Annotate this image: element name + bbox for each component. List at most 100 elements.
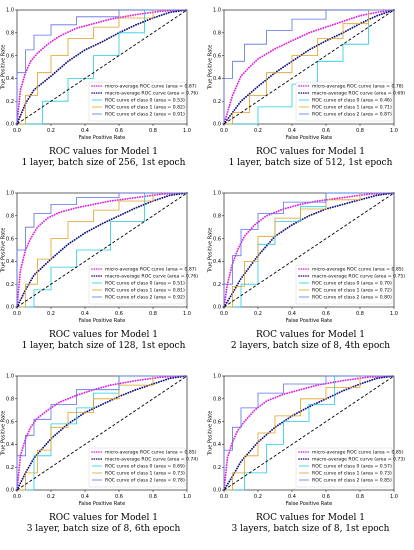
chart-title: ROC values for Model 1 bbox=[49, 330, 158, 340]
legend-entry: ROC curve of class 0 (area = 0.70) bbox=[312, 281, 392, 287]
chart-subtitle: 1 layer, batch size of 256, 1st epoch bbox=[21, 158, 186, 168]
y-tick-label: 1.0 bbox=[6, 191, 14, 197]
series-line-2 bbox=[16, 192, 188, 308]
legend-entry: ROC curve of class 1 (area = 0.82) bbox=[105, 105, 185, 111]
legend-box bbox=[88, 81, 186, 122]
legend-box bbox=[88, 447, 186, 488]
x-tick-label: 0.0 bbox=[13, 494, 21, 500]
legend-entry: ROC curve of class 2 (area = 0.92) bbox=[105, 295, 185, 301]
chart-subtitle: 1 layer, batch size of 512, 1st epoch bbox=[228, 158, 393, 168]
y-tick-label: 1.0 bbox=[6, 374, 14, 380]
y-tick-label: 0.4 bbox=[213, 259, 221, 265]
diagonal-reference-line bbox=[16, 375, 188, 491]
roc-panel-4: 0.0 0.0 0.2 0.2 0.4 0.4 0.6 0.6 0.8 0.8 1.0 1.0 Fals… bbox=[207, 183, 414, 366]
series-line-4 bbox=[17, 192, 187, 308]
legend-entry: ROC curve of class 2 (area = 0.91) bbox=[105, 112, 185, 118]
y-tick-label: 0.2 bbox=[213, 282, 221, 288]
series-line-3 bbox=[224, 375, 394, 491]
roc-chart-4: 0.00.0 0.2 0.2 0.4 0.4 0.6 0.6 0.8 0.8 1.0 1.0 Fals… bbox=[208, 191, 406, 324]
diagonal-reference-line bbox=[16, 9, 188, 125]
y-tick-label: 1.0 bbox=[213, 8, 221, 14]
chart-title: ROC values for Model 1 bbox=[49, 147, 158, 157]
legend-entry: macro-average ROC curve (area = 0.74) bbox=[105, 457, 198, 463]
x-axis-label: False Positive Rate bbox=[79, 318, 125, 324]
legend-entry: ROC curve of class 1 (area = 0.73) bbox=[312, 471, 392, 477]
y-tick-label: 0.2 bbox=[213, 465, 221, 471]
x-tick-label: 1.0 bbox=[183, 128, 191, 134]
legend-box bbox=[295, 264, 393, 305]
legend-entry: macro-average ROC curve (area = 0.69) bbox=[312, 91, 405, 97]
x-tick-label: 0.8 bbox=[356, 494, 364, 500]
x-tick-label: 0.4 bbox=[81, 494, 89, 500]
legend-entry: ROC curve of class 2 (area = 0.78) bbox=[105, 478, 185, 484]
series-line-5 bbox=[16, 192, 187, 307]
x-tick-label: 0.8 bbox=[149, 494, 157, 500]
y-tick-label: 0.2 bbox=[213, 99, 221, 105]
y-tick-label: 0.6 bbox=[6, 53, 14, 59]
x-tick-label: 0.6 bbox=[115, 494, 123, 500]
x-tick-label: 0.0 bbox=[13, 311, 21, 317]
x-tick-label: 0.4 bbox=[288, 311, 296, 317]
y-tick-label: 0.4 bbox=[6, 259, 14, 265]
x-tick-label: 1.0 bbox=[390, 494, 398, 500]
x-tick-label: 0.8 bbox=[149, 128, 157, 134]
x-tick-label: 0.0 bbox=[220, 128, 228, 134]
roc-chart-6: 0.00.0 0.2 0.2 0.4 0.4 0.6 0.6 0.8 0.8 1.0 1.0 Fals… bbox=[208, 374, 406, 507]
diagonal-reference-line bbox=[223, 9, 395, 125]
x-axis-label: False Positive Rate bbox=[79, 501, 125, 507]
y-tick-label: 0.6 bbox=[213, 53, 221, 59]
legend-entry: micro-average ROC curve (area = 0.85) bbox=[105, 450, 197, 456]
series-line-5 bbox=[16, 9, 187, 124]
legend-entry: ROC curve of class 0 (area = 0.46) bbox=[312, 98, 392, 104]
legend-box bbox=[88, 264, 186, 305]
legend-entry: micro-average ROC curve (area = 0.87) bbox=[105, 84, 197, 90]
chart-subtitle: 1 layer, batch size of 128, 1st epoch bbox=[21, 341, 186, 351]
series-line-4 bbox=[17, 9, 187, 125]
legend-entry: ROC curve of class 2 (area = 0.80) bbox=[312, 295, 392, 301]
y-axis-label: True Positive Rate bbox=[208, 45, 214, 91]
y-tick-label: 0.8 bbox=[213, 214, 221, 220]
y-tick-label: 0.2 bbox=[6, 282, 14, 288]
x-tick-label: 0.8 bbox=[149, 311, 157, 317]
roc-panel-3: 0.0 0.0 0.2 0.2 0.4 0.4 0.6 0.6 0.8 0.8 1.0 1.0 Fals… bbox=[0, 183, 207, 366]
y-tick-label: 0.0 bbox=[6, 488, 14, 494]
series-line-5 bbox=[16, 375, 187, 490]
legend-entry: ROC curve of class 0 (area = 0.53) bbox=[105, 98, 185, 104]
chart-title: ROC values for Model 1 bbox=[256, 513, 365, 523]
legend-entry: micro-average ROC curve (area = 0.85) bbox=[312, 450, 404, 456]
x-axis-label: False Positive Rate bbox=[79, 135, 125, 141]
y-axis-label: True Positive Rate bbox=[1, 228, 7, 274]
legend-entry: micro-average ROC curve (area = 0.78) bbox=[312, 84, 404, 90]
series-line-5 bbox=[223, 192, 394, 307]
x-tick-label: 0.4 bbox=[288, 494, 296, 500]
roc-panel-1: 0.0 0.0 0.2 0.2 0.4 0.4 0.6 0.6 0.8 0.8 1.0 1.0 Fals… bbox=[0, 0, 207, 183]
chart-subtitle: 3 layers, batch size of 8, 1st epoch bbox=[231, 524, 390, 534]
legend-entry: ROC curve of class 1 (area = 0.72) bbox=[312, 288, 392, 294]
roc-panel-2: 0.0 0.0 0.2 0.2 0.4 0.4 0.6 0.6 0.8 0.8 1.0 1.0 Fals… bbox=[207, 0, 414, 183]
series-line-3 bbox=[17, 192, 187, 308]
y-axis-label: True Positive Rate bbox=[1, 411, 7, 457]
x-tick-label: 0.4 bbox=[81, 311, 89, 317]
x-tick-label: 1.0 bbox=[390, 311, 398, 317]
legend-entry: macro-average ROC curve (area = 0.76) bbox=[105, 91, 198, 97]
roc-chart-2: 0.00.0 0.2 0.2 0.4 0.4 0.6 0.6 0.8 0.8 1.0 1.0 Fals… bbox=[208, 8, 406, 141]
y-tick-label: 0.6 bbox=[213, 236, 221, 242]
x-tick-label: 0.6 bbox=[115, 128, 123, 134]
x-tick-label: 0.2 bbox=[254, 311, 262, 317]
x-tick-label: 1.0 bbox=[390, 128, 398, 134]
series-line-4 bbox=[224, 192, 394, 308]
roc-panel-6: 0.0 0.0 0.2 0.2 0.4 0.4 0.6 0.6 0.8 0.8 1.0 1.0 Fals… bbox=[207, 366, 414, 549]
y-tick-label: 0.6 bbox=[213, 419, 221, 425]
x-tick-label: 0.4 bbox=[288, 128, 296, 134]
series-line-3 bbox=[17, 9, 187, 125]
legend-entry: ROC curve of class 2 (area = 0.85) bbox=[312, 478, 392, 484]
y-tick-label: 0.4 bbox=[6, 76, 14, 82]
y-tick-label: 0.8 bbox=[6, 397, 14, 403]
series-line-4 bbox=[17, 375, 187, 491]
